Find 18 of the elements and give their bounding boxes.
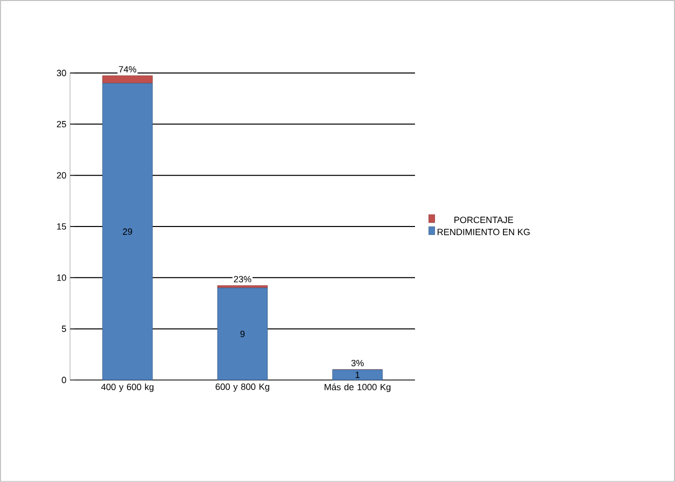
y-tick-label: 5 [62,326,66,332]
x-tick-label: 600 y 800 Kg [216,384,270,392]
y-tick-label: 0 [62,376,66,384]
y-tick-label: 25 [56,120,66,128]
data-label: 9 [240,330,245,338]
x-tick-label: Más de 1000 Kg [324,384,390,392]
x-tick-label: 400 y 600 kg [101,384,154,392]
legend-label: RENDIMIENTO EN KG [438,228,530,236]
data-label: 23% [234,276,252,282]
y-tick-label: 30 [56,70,66,76]
y-tick-label: 20 [56,172,66,179]
data-label: 3% [351,360,364,366]
y-tick-label: 15 [57,223,66,230]
data-label: 74% [118,66,136,72]
data-label: 29 [122,228,132,235]
legend-label: PORCENTAJE [454,216,514,224]
data-label: 1 [356,372,360,378]
y-tick-label: 10 [57,274,66,281]
